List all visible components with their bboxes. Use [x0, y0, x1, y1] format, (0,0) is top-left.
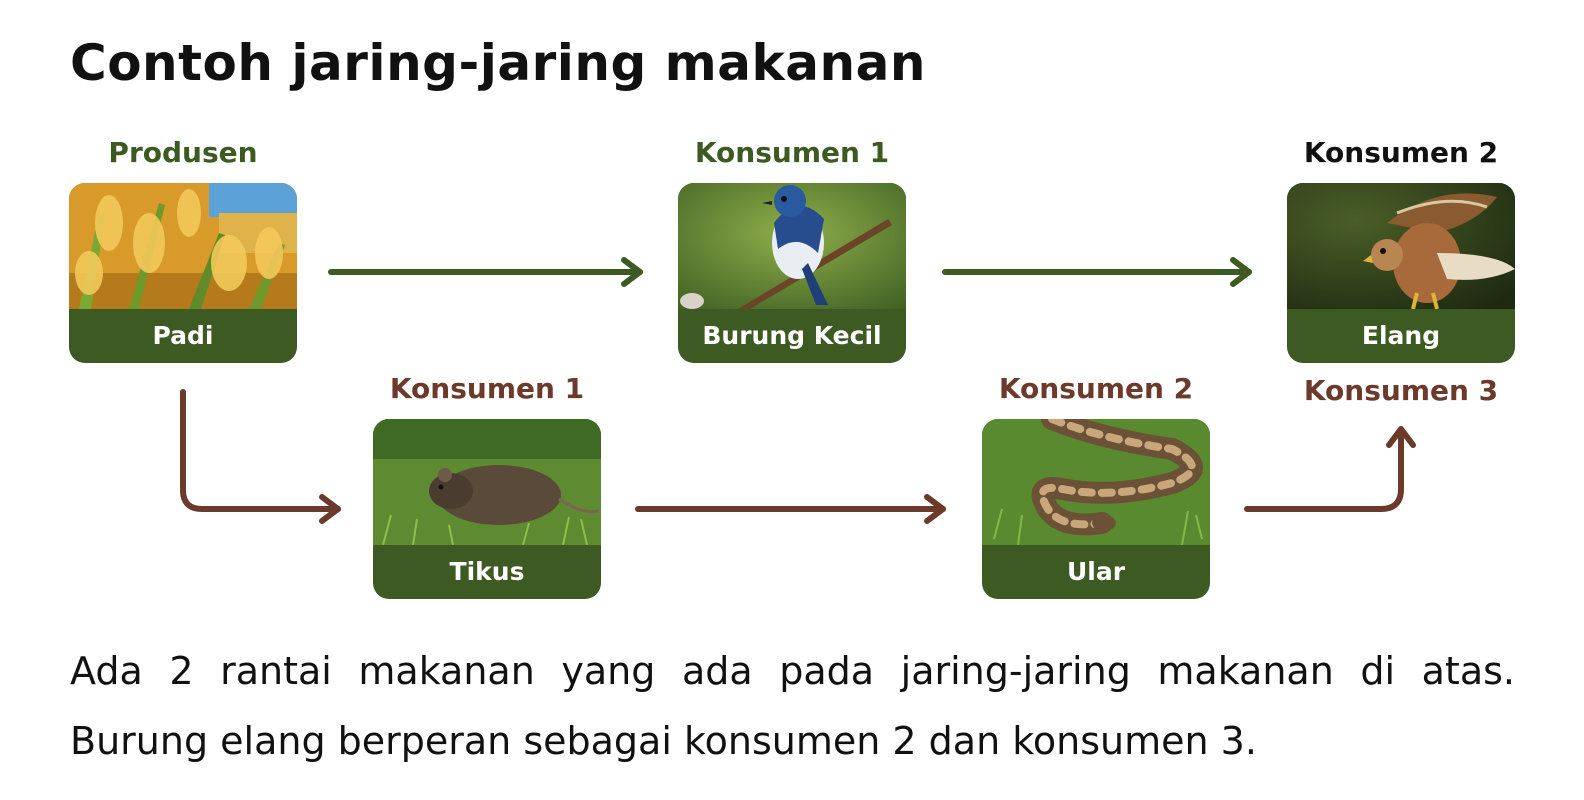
arrow-ular-to-elang-head	[1386, 426, 1416, 448]
arrow-padi-to-burung-head	[621, 257, 643, 287]
elang-role-label-bottom: Konsumen 3	[1303, 374, 1499, 407]
page-title: Contoh jaring-jaring makanan	[70, 34, 926, 92]
elang-card: Elang	[1287, 183, 1515, 363]
snake-image	[982, 419, 1210, 545]
arrow-burung-to-elang-head	[1230, 257, 1252, 287]
arrow-padi-to-tikus-head	[319, 494, 341, 524]
padi-card: Padi	[69, 183, 297, 363]
elang-role-label-top: Konsumen 2	[1303, 136, 1499, 169]
rice-plant-image	[69, 183, 297, 309]
ular-card: Ular	[982, 419, 1210, 599]
burung-kecil-label: Burung Kecil	[702, 321, 882, 350]
arrow-padi-to-tikus	[180, 389, 341, 512]
burung-role-label: Konsumen 1	[694, 136, 890, 169]
tikus-role-label: Konsumen 1	[389, 372, 585, 405]
ular-role-label: Konsumen 2	[998, 372, 1194, 405]
padi-label: Padi	[152, 321, 214, 350]
tikus-label: Tikus	[449, 557, 525, 586]
arrow-ular-to-elang	[1244, 428, 1404, 512]
burung-kecil-card: Burung Kecil	[678, 183, 906, 363]
tikus-card: Tikus	[373, 419, 601, 599]
description-text: Ada 2 rantai makanan yang ada pada jarin…	[70, 649, 1515, 763]
padi-role-label: Produsen	[108, 136, 258, 169]
small-bird-image	[678, 183, 906, 309]
eagle-image	[1287, 183, 1515, 309]
ular-label: Ular	[1066, 557, 1126, 586]
elang-label: Elang	[1361, 321, 1441, 350]
arrow-tikus-to-ular-head	[924, 494, 946, 524]
rat-image	[373, 419, 601, 545]
